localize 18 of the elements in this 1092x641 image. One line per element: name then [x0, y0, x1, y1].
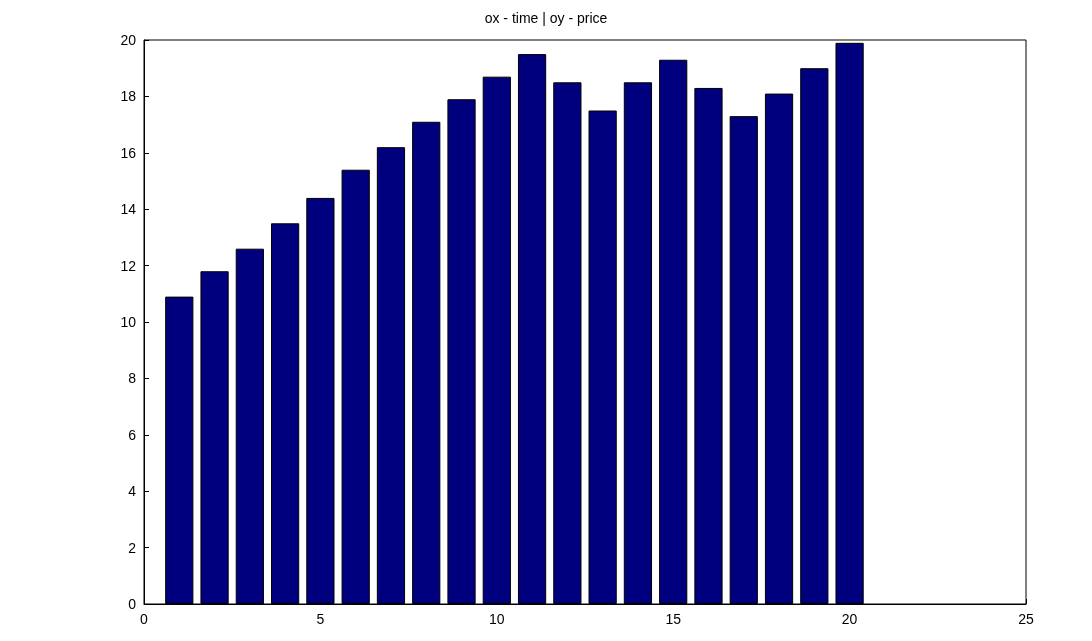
chart-title: ox - time | oy - price — [484, 10, 608, 26]
y-tick-label: 6 — [128, 426, 137, 443]
y-tick-label: 4 — [128, 483, 137, 500]
y-tick-label: 0 — [128, 596, 137, 612]
x-tick-label: 25 — [1018, 611, 1034, 627]
x-tick-label: 10 — [489, 611, 505, 627]
y-tick-label: 14 — [120, 201, 137, 218]
x-tick-label: 5 — [316, 611, 325, 627]
y-tick-label: 2 — [128, 539, 137, 556]
y-tick-label: 20 — [120, 32, 137, 48]
y-tick-label: 10 — [120, 314, 137, 330]
y-tick-label: 18 — [120, 88, 137, 105]
x-tick-label: 15 — [665, 611, 682, 627]
y-tick-label: 16 — [120, 144, 137, 161]
y-tick-label: 12 — [120, 257, 137, 274]
x-tick-label: 0 — [140, 611, 149, 627]
x-tick-label: 20 — [841, 611, 858, 627]
y-tick-label: 8 — [128, 370, 137, 387]
